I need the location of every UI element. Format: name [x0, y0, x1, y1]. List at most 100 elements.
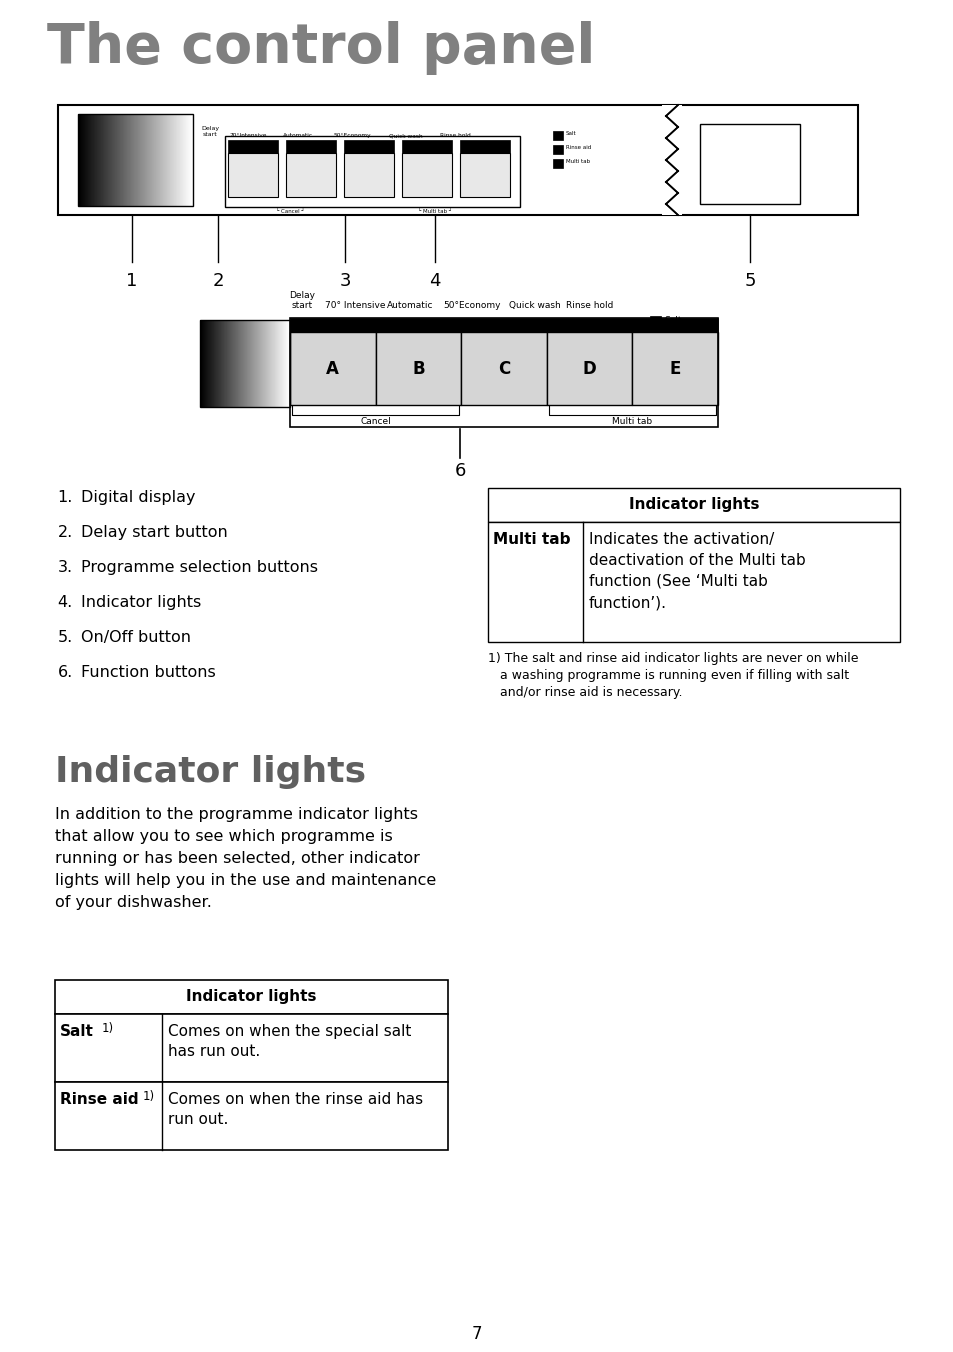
Bar [460, 333, 546, 406]
Text: 4.: 4. [58, 595, 73, 610]
Text: A: A [326, 360, 339, 377]
Text: Indicator lights: Indicator lights [55, 754, 366, 790]
Text: running or has been selected, other indicator: running or has been selected, other indi… [55, 850, 419, 867]
Text: Delay start button: Delay start button [81, 525, 228, 539]
Bar [459, 153, 510, 197]
Text: 6.: 6. [58, 665, 73, 680]
Bar [58, 105, 857, 215]
Text: E: E [669, 360, 680, 377]
Bar [78, 114, 193, 206]
Text: 50°Economy: 50°Economy [443, 301, 500, 310]
Text: Automatic: Automatic [386, 301, 433, 310]
Bar [200, 320, 290, 407]
Text: run out.: run out. [168, 1111, 228, 1128]
Text: Rinse aid: Rinse aid [663, 329, 705, 338]
Text: that allow you to see which programme is: that allow you to see which programme is [55, 829, 393, 844]
Text: Delay
start: Delay start [201, 126, 219, 137]
Text: Salt: Salt [663, 316, 680, 324]
Text: Rinse hold: Rinse hold [439, 132, 470, 138]
Text: └ Cancel ┘: └ Cancel ┘ [275, 208, 304, 214]
Text: has run out.: has run out. [168, 1044, 260, 1059]
Text: Programme selection buttons: Programme selection buttons [81, 560, 317, 575]
Text: Multi tab: Multi tab [493, 531, 570, 548]
Text: 5: 5 [743, 272, 755, 289]
Text: C: C [497, 360, 510, 377]
Text: Rinse hold: Rinse hold [566, 301, 613, 310]
Text: 3: 3 [339, 272, 351, 289]
Text: lights will help you in the use and maintenance: lights will help you in the use and main… [55, 873, 436, 888]
Bar [228, 141, 277, 153]
Bar [553, 131, 562, 141]
Text: Salt: Salt [60, 1023, 93, 1038]
Text: 1: 1 [126, 272, 137, 289]
Bar [661, 105, 681, 215]
Text: Multi tab: Multi tab [663, 342, 703, 352]
Text: Rinse aid: Rinse aid [60, 1092, 138, 1107]
Bar [632, 333, 718, 406]
Text: 50°Economy: 50°Economy [333, 132, 371, 138]
Text: 2.: 2. [58, 525, 73, 539]
Text: 70°Intensive: 70°Intensive [229, 132, 267, 138]
Text: Indicator lights: Indicator lights [186, 990, 316, 1005]
Bar [488, 488, 899, 522]
Text: Indicates the activation/
deactivation of the Multi tab
function (See ‘Multi tab: Indicates the activation/ deactivation o… [588, 531, 805, 610]
Text: B: B [412, 360, 424, 377]
Text: of your dishwasher.: of your dishwasher. [55, 895, 212, 910]
Bar [290, 318, 718, 333]
Text: 1): 1) [143, 1090, 155, 1103]
Text: Comes on when the special salt: Comes on when the special salt [168, 1023, 411, 1038]
Text: 4: 4 [429, 272, 440, 289]
Text: 1): 1) [102, 1022, 114, 1036]
Bar [225, 137, 519, 207]
Bar [401, 153, 452, 197]
Text: 5.: 5. [58, 630, 73, 645]
Bar [700, 124, 800, 204]
Bar [546, 333, 632, 406]
Text: 6: 6 [454, 462, 465, 480]
Text: 2: 2 [212, 272, 224, 289]
Text: Multi tab: Multi tab [612, 416, 652, 426]
Text: a washing programme is running even if filling with salt: a washing programme is running even if f… [488, 669, 848, 681]
Bar [553, 160, 562, 168]
Text: Delay
start: Delay start [289, 291, 314, 310]
Text: Automatic: Automatic [283, 132, 313, 138]
Text: 1.: 1. [57, 489, 73, 506]
Bar [290, 318, 718, 427]
Text: 70° Intensive: 70° Intensive [324, 301, 385, 310]
Text: 7: 7 [471, 1325, 482, 1343]
Text: Indicator lights: Indicator lights [628, 498, 759, 512]
Bar [649, 329, 660, 338]
Text: Salt: Salt [565, 131, 576, 137]
Bar [55, 980, 448, 1014]
Text: Comes on when the rinse aid has: Comes on when the rinse aid has [168, 1092, 423, 1107]
Text: Rinse aid: Rinse aid [565, 145, 591, 150]
Text: Function buttons: Function buttons [81, 665, 215, 680]
Bar [401, 141, 452, 153]
Bar [286, 153, 335, 197]
Bar [228, 153, 277, 197]
Text: Quick wash: Quick wash [389, 132, 422, 138]
Bar [290, 333, 375, 406]
Bar [375, 333, 460, 406]
Bar [649, 342, 660, 352]
Text: The control panel: The control panel [47, 22, 595, 74]
Bar [55, 1082, 448, 1151]
Text: Multi tab: Multi tab [565, 160, 590, 164]
Text: and/or rinse aid is necessary.: and/or rinse aid is necessary. [488, 685, 681, 699]
Bar [649, 316, 660, 324]
Bar [459, 141, 510, 153]
Bar [344, 141, 394, 153]
Text: In addition to the programme indicator lights: In addition to the programme indicator l… [55, 807, 417, 822]
Text: Digital display: Digital display [81, 489, 195, 506]
Text: On/Off: On/Off [737, 160, 761, 169]
Bar [286, 141, 335, 153]
Bar [553, 145, 562, 154]
Text: 1) The salt and rinse aid indicator lights are never on while: 1) The salt and rinse aid indicator ligh… [488, 652, 858, 665]
Text: On/Off button: On/Off button [81, 630, 191, 645]
Text: Indicator lights: Indicator lights [81, 595, 201, 610]
Bar [344, 153, 394, 197]
Text: D: D [582, 360, 596, 377]
Bar [488, 522, 899, 642]
Bar [55, 1014, 448, 1082]
Text: └ Multi tab ┘: └ Multi tab ┘ [417, 208, 452, 214]
